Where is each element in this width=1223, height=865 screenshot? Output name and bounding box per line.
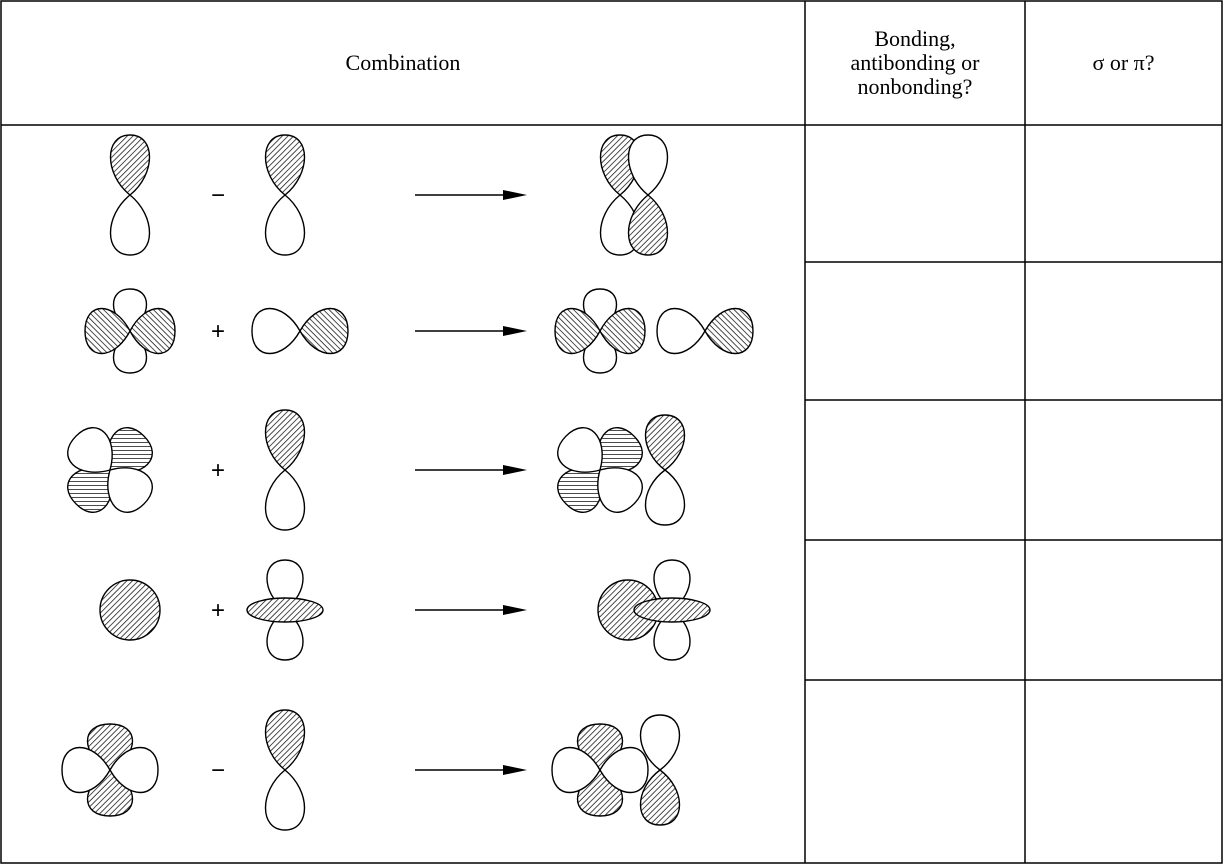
header: Bonding, antibonding or nonbonding? — [850, 26, 980, 99]
orbital-lobe — [299, 307, 349, 355]
arrowhead — [503, 605, 527, 615]
orbital-lobe — [109, 194, 151, 256]
orbital-ring — [246, 597, 324, 623]
orbital-lobe — [61, 746, 111, 794]
arrowhead — [503, 765, 527, 775]
orbital-lobe — [627, 194, 669, 256]
orbital-lobe — [67, 427, 113, 473]
orbital-lobe — [653, 609, 691, 661]
orbital-lobe — [557, 427, 603, 473]
orbital-lobe — [251, 307, 301, 355]
orbital-lobe — [129, 307, 176, 355]
header-cell: σ or π? — [1092, 50, 1155, 75]
operator: − — [211, 757, 225, 784]
header: Combination — [345, 50, 461, 75]
orbital-lobe — [109, 746, 159, 794]
orbital-lobe — [109, 134, 151, 196]
orbital-lobe — [627, 134, 669, 196]
arrowhead — [503, 326, 527, 336]
orbital-lobe — [656, 307, 706, 355]
operator: + — [211, 597, 225, 624]
orbital-lobe — [264, 769, 306, 831]
operator: − — [211, 182, 225, 209]
orbital-lobe — [554, 307, 601, 355]
header-cell: Combination — [345, 50, 461, 75]
orbital-lobe — [644, 414, 686, 471]
orbital-lobe — [704, 307, 754, 355]
orbital-lobe — [599, 307, 646, 355]
orbital-lobe — [653, 559, 691, 611]
orbital-lobe — [264, 194, 306, 256]
orbital-lobe — [597, 467, 643, 513]
orbital-lobe — [639, 714, 681, 771]
header-cell: Bonding, antibonding or nonbonding? — [850, 26, 980, 99]
header: σ or π? — [1092, 50, 1155, 75]
orbital-lobe — [644, 469, 686, 526]
orbital-lobe — [264, 134, 306, 196]
orbital-lobe — [266, 609, 304, 661]
orbital-lobe — [551, 746, 601, 794]
orbital-lobe — [264, 709, 306, 771]
orbital-lobe — [264, 469, 306, 531]
orbital-ring — [633, 597, 711, 623]
orbital-lobe — [639, 769, 681, 826]
arrowhead — [503, 465, 527, 475]
orbital-lobe — [264, 409, 306, 471]
orbital-lobe — [107, 467, 153, 513]
arrowhead — [503, 190, 527, 200]
orbital-s — [99, 579, 161, 641]
orbital-lobe — [266, 559, 304, 611]
orbital-lobe — [84, 307, 131, 355]
operator: + — [211, 318, 225, 345]
orbital-lobe — [599, 746, 649, 794]
operator: + — [211, 457, 225, 484]
